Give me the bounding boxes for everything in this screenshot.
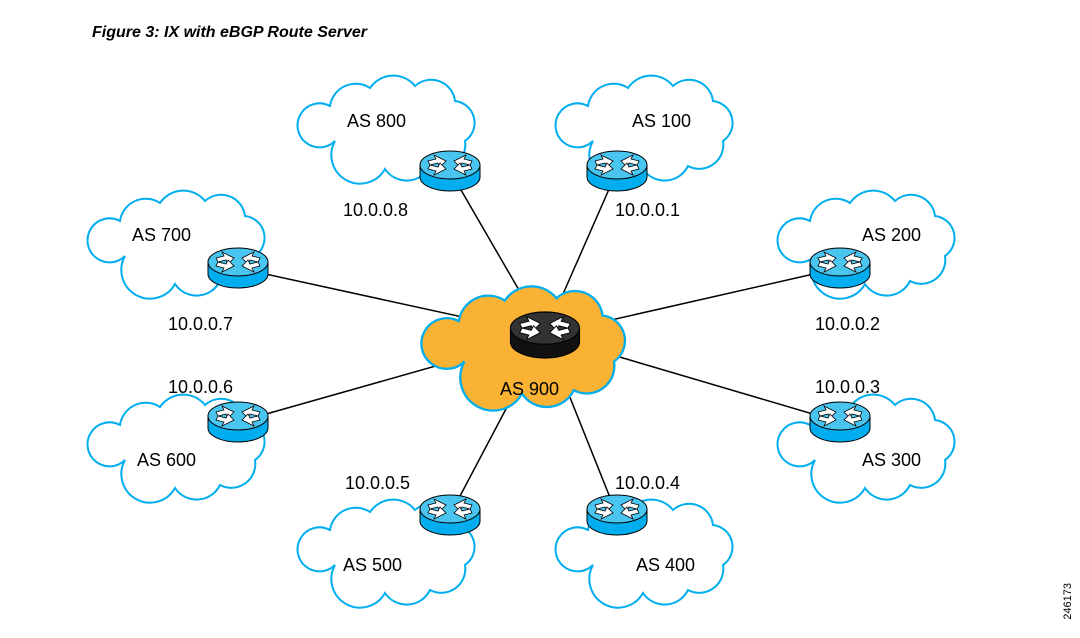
- ip-label: 10.0.0.8: [343, 200, 408, 221]
- router-icon: [587, 495, 647, 535]
- router-icon: [420, 151, 480, 191]
- ip-label: 10.0.0.2: [815, 314, 880, 335]
- figure-canvas: Figure 3: IX with eBGP Route Server AS 1…: [0, 0, 1080, 638]
- ip-label: 10.0.0.7: [168, 314, 233, 335]
- as-label: AS 100: [632, 111, 691, 132]
- center-as-label: AS 900: [500, 379, 559, 400]
- as-label: AS 800: [347, 111, 406, 132]
- diagram-svg: [0, 0, 1080, 638]
- router-icon: [587, 151, 647, 191]
- ip-label: 10.0.0.6: [168, 377, 233, 398]
- as-label: AS 600: [137, 450, 196, 471]
- ip-label: 10.0.0.3: [815, 377, 880, 398]
- ip-label: 10.0.0.4: [615, 473, 680, 494]
- ip-label: 10.0.0.1: [615, 200, 680, 221]
- center-router-icon: [511, 312, 580, 358]
- router-icon: [810, 248, 870, 288]
- as-label: AS 400: [636, 555, 695, 576]
- router-icon: [208, 402, 268, 442]
- ip-label: 10.0.0.5: [345, 473, 410, 494]
- router-icon: [810, 402, 870, 442]
- as-label: AS 300: [862, 450, 921, 471]
- as-label: AS 700: [132, 225, 191, 246]
- as-label: AS 200: [862, 225, 921, 246]
- router-icon: [208, 248, 268, 288]
- router-icon: [420, 495, 480, 535]
- figure-id-tag: 246173: [1062, 583, 1074, 620]
- figure-title: Figure 3: IX with eBGP Route Server: [92, 24, 367, 42]
- as-label: AS 500: [343, 555, 402, 576]
